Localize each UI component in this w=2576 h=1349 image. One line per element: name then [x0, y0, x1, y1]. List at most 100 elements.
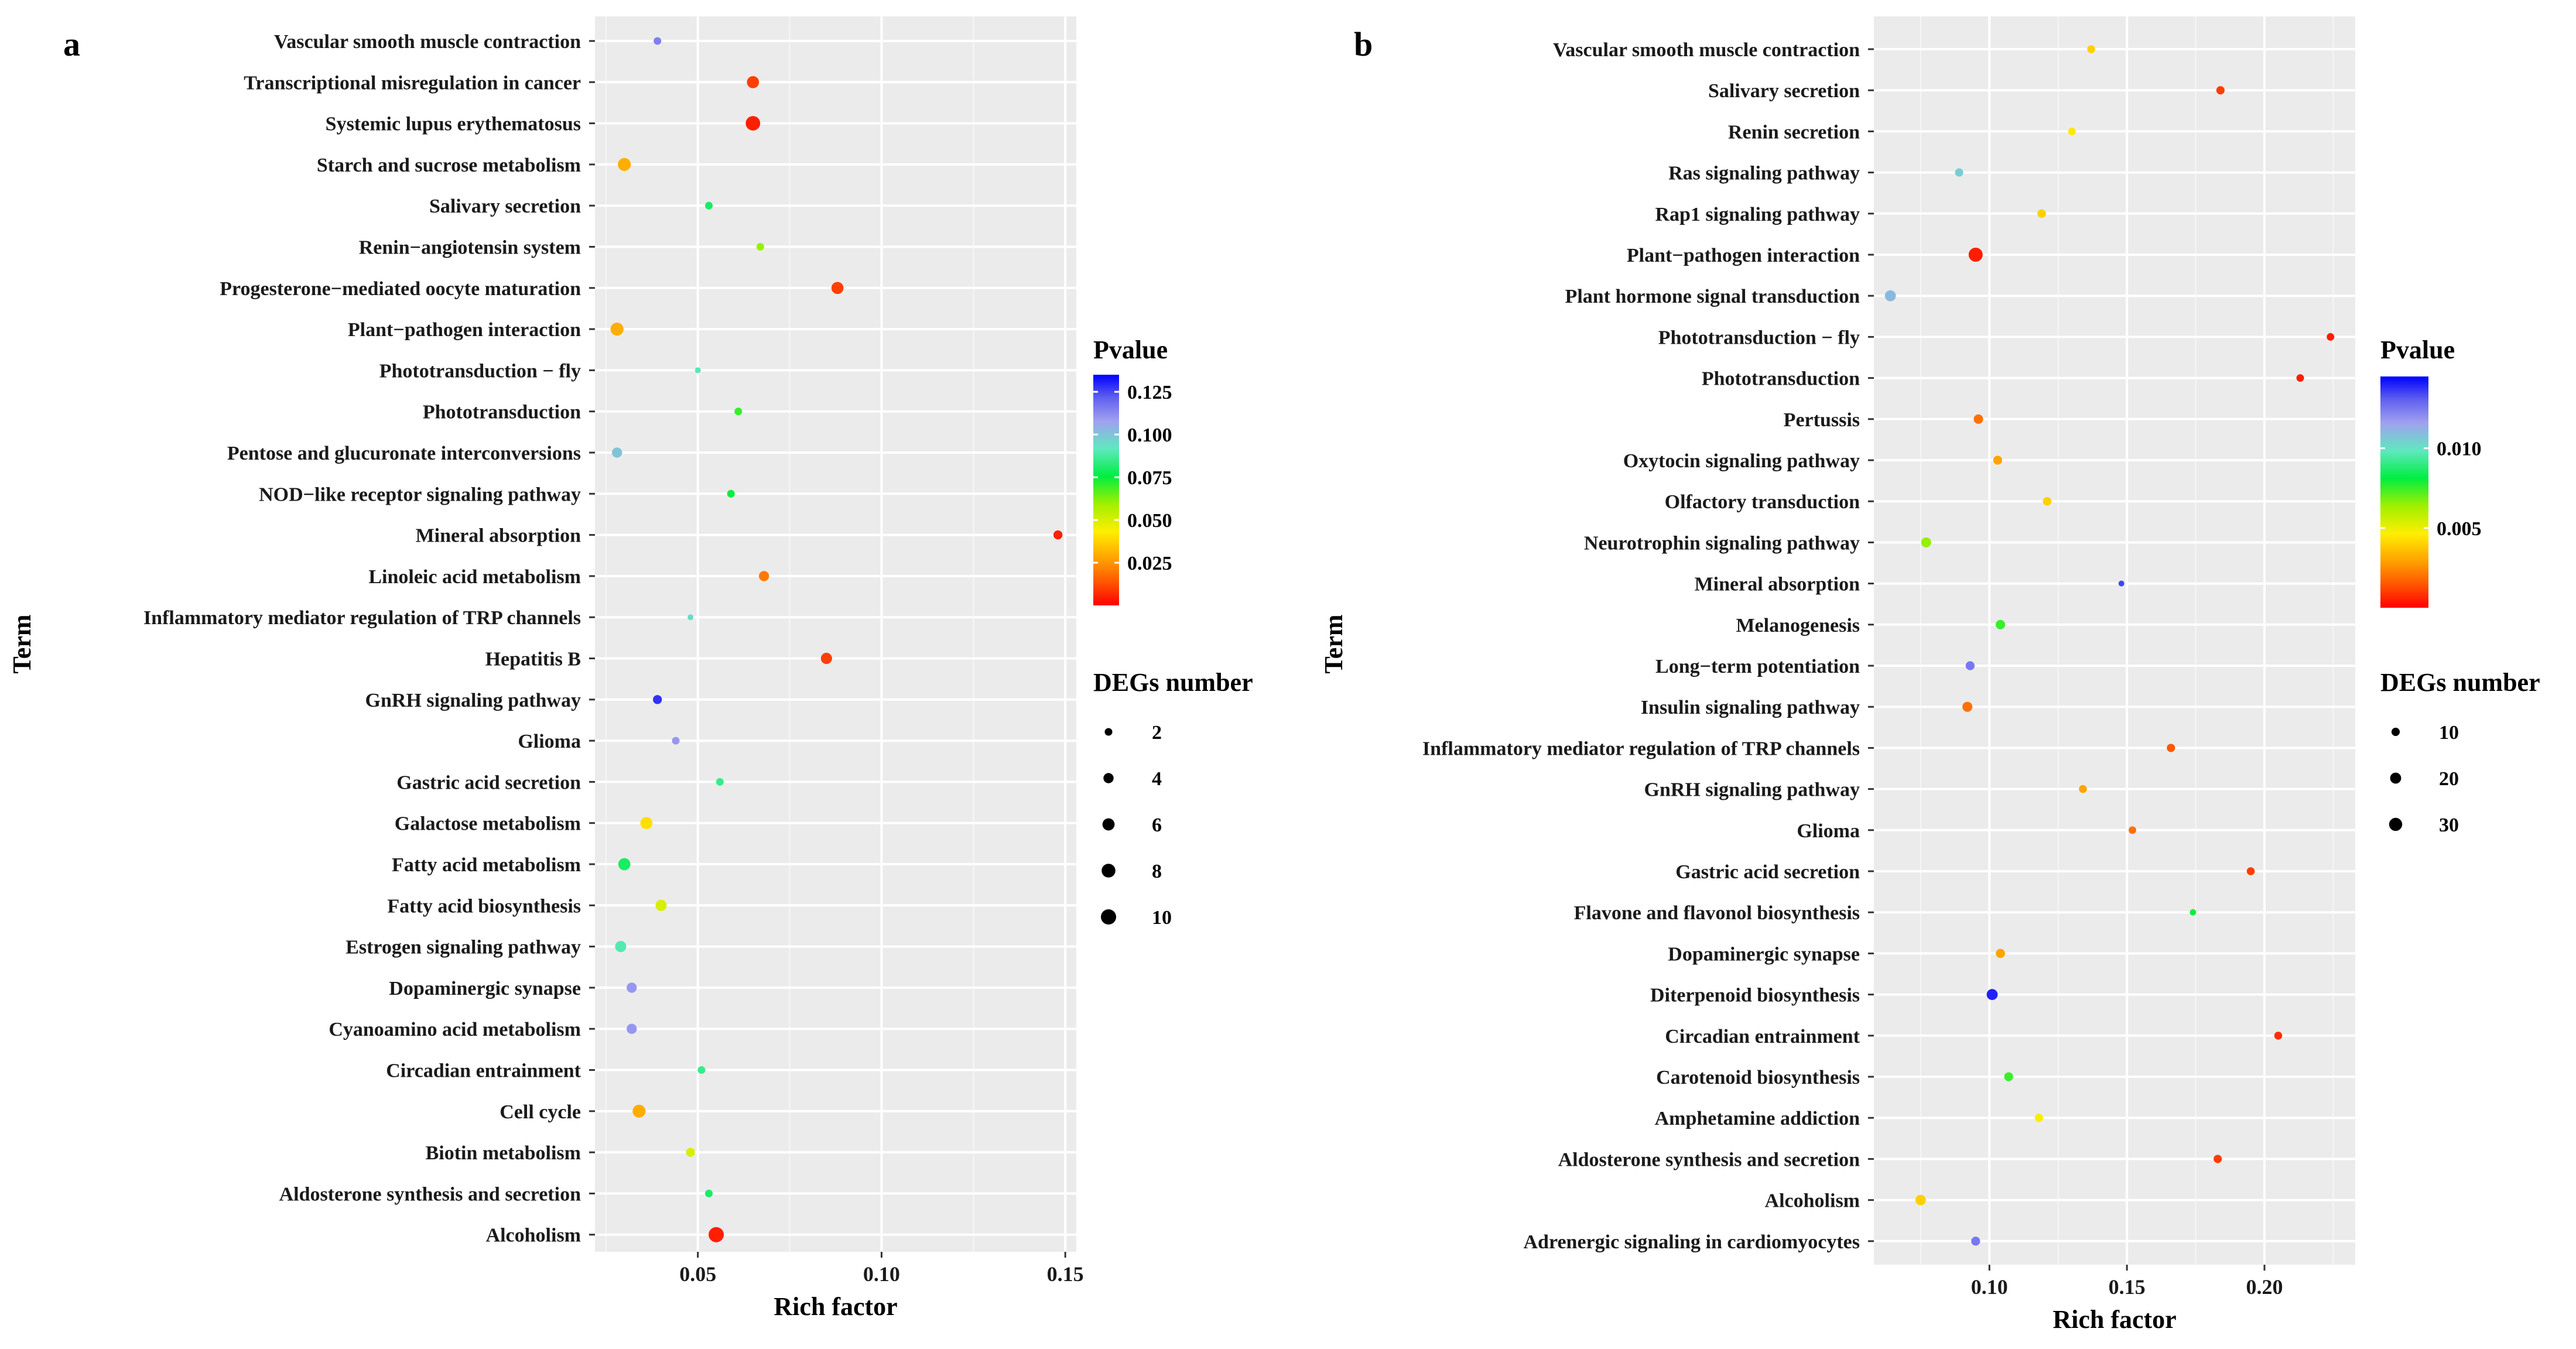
- term-label: Biotin metabolism: [426, 1142, 581, 1164]
- term-label: Dopaminergic synapse: [1668, 943, 1860, 965]
- data-point: [2087, 45, 2095, 53]
- data-point: [2037, 209, 2046, 218]
- data-point: [611, 447, 622, 458]
- data-point: [734, 408, 743, 416]
- term-label: Inflammatory mediator regulation of TRP …: [1422, 738, 1860, 759]
- term-label: Starch and sucrose metabolism: [317, 155, 581, 176]
- term-label: Plant−pathogen interaction: [1627, 245, 1860, 266]
- data-point: [686, 1148, 695, 1157]
- degs-legend-dot: [1102, 818, 1115, 831]
- data-point: [610, 323, 624, 336]
- colorbar-tick-label: 0.010: [2437, 439, 2482, 460]
- data-point: [697, 1066, 706, 1074]
- term-label: Mineral absorption: [416, 525, 581, 547]
- data-point: [1921, 537, 1931, 547]
- degs-legend-label: 30: [2439, 814, 2459, 836]
- term-label: Pentose and glucuronate interconversions: [227, 443, 581, 464]
- data-point: [2068, 127, 2076, 135]
- term-label: Plant−pathogen interaction: [348, 319, 581, 341]
- data-point: [1965, 661, 1975, 670]
- degs-legend-label: 10: [1152, 907, 1172, 929]
- panel-label: b: [1354, 25, 1373, 63]
- data-point: [2216, 86, 2225, 95]
- data-point: [1993, 456, 2002, 465]
- term-label: Glioma: [1797, 820, 1860, 842]
- data-point: [1053, 530, 1063, 540]
- data-point: [695, 367, 701, 374]
- data-point: [704, 201, 713, 210]
- degs-legend-title: DEGs number: [2380, 668, 2540, 697]
- degs-legend-dot: [1103, 773, 1114, 783]
- term-label: Circadian entrainment: [1665, 1026, 1860, 1047]
- data-point: [2167, 744, 2175, 752]
- data-point: [1968, 248, 1983, 262]
- data-point: [1962, 701, 1973, 712]
- data-point: [1996, 949, 2005, 958]
- term-label: Diterpenoid biosynthesis: [1650, 985, 1860, 1006]
- term-label: Phototransduction − fly: [379, 360, 581, 382]
- data-point: [2274, 1032, 2283, 1040]
- term-label: Vascular smooth muscle contraction: [1553, 39, 1860, 61]
- term-label: GnRH signaling pathway: [1644, 779, 1860, 801]
- data-point: [2043, 497, 2052, 506]
- data-point: [654, 37, 662, 45]
- term-label: Adrenergic signaling in cardiomyocytes: [1524, 1231, 1860, 1253]
- data-point: [2004, 1072, 2013, 1081]
- term-label: Mineral absorption: [1695, 574, 1860, 595]
- data-point: [1955, 168, 1963, 177]
- term-label: Neurotrophin signaling pathway: [1584, 532, 1860, 554]
- term-label: Phototransduction − fly: [1658, 327, 1860, 348]
- data-point: [2129, 826, 2137, 834]
- term-label: Estrogen signaling pathway: [345, 937, 581, 958]
- term-label: Flavone and flavonol biosynthesis: [1574, 902, 1860, 924]
- term-label: Alcoholism: [1765, 1190, 1860, 1212]
- degs-legend-label: 20: [2439, 768, 2459, 790]
- degs-legend-dot: [1101, 864, 1116, 878]
- term-label: Dopaminergic synapse: [389, 978, 581, 999]
- term-label: Fatty acid biosynthesis: [387, 895, 581, 917]
- data-point: [758, 571, 769, 581]
- x-tick-label: 0.15: [2109, 1275, 2146, 1299]
- data-point: [747, 76, 760, 88]
- term-label: Ras signaling pathway: [1668, 163, 1860, 184]
- term-label: Amphetamine addiction: [1655, 1108, 1860, 1129]
- term-label: Fatty acid metabolism: [392, 854, 581, 876]
- data-point: [2079, 785, 2087, 793]
- data-point: [652, 695, 662, 704]
- colorbar-tick-label: 0.100: [1127, 424, 1172, 446]
- data-point: [640, 817, 653, 830]
- data-point: [709, 1227, 724, 1242]
- x-tick-label: 0.20: [2246, 1275, 2283, 1299]
- term-label: Aldosterone synthesis and secretion: [279, 1183, 581, 1205]
- term-label: Rap1 signaling pathway: [1655, 204, 1860, 225]
- colorbar-tick-label: 0.025: [1127, 553, 1172, 574]
- term-label: Salivary secretion: [1708, 80, 1860, 102]
- data-point: [1973, 414, 1983, 424]
- colorbar-tick-label: 0.050: [1127, 510, 1172, 532]
- panel-a: a Vascular smooth muscle contraction Trans…: [8, 16, 1253, 1321]
- degs-legend-label: 8: [1152, 861, 1162, 882]
- degs-legend-label: 2: [1152, 722, 1162, 744]
- data-point: [727, 489, 735, 498]
- data-point: [2246, 867, 2255, 875]
- data-point: [627, 1023, 637, 1034]
- pvalue-colorbar: [2380, 376, 2428, 608]
- plot-background: [595, 16, 1076, 1252]
- term-label: Inflammatory mediator regulation of TRP …: [143, 607, 581, 629]
- degs-legend-title: DEGs number: [1093, 668, 1253, 697]
- term-label: Systemic lupus erythematosus: [326, 114, 581, 135]
- degs-legend-label: 10: [2439, 722, 2459, 744]
- data-point: [1915, 1194, 1926, 1206]
- x-axis-title: Rich factor: [774, 1292, 897, 1321]
- term-label: NOD−like receptor signaling pathway: [259, 484, 581, 505]
- term-label: Transcriptional misregulation in cancer: [244, 72, 581, 94]
- data-point: [716, 778, 724, 786]
- data-point: [618, 858, 631, 871]
- data-point: [704, 1189, 713, 1197]
- data-point: [745, 116, 761, 131]
- term-label: Glioma: [518, 731, 581, 752]
- term-label: Oxytocin signaling pathway: [1623, 450, 1860, 472]
- data-point: [820, 652, 832, 665]
- data-point: [687, 614, 694, 621]
